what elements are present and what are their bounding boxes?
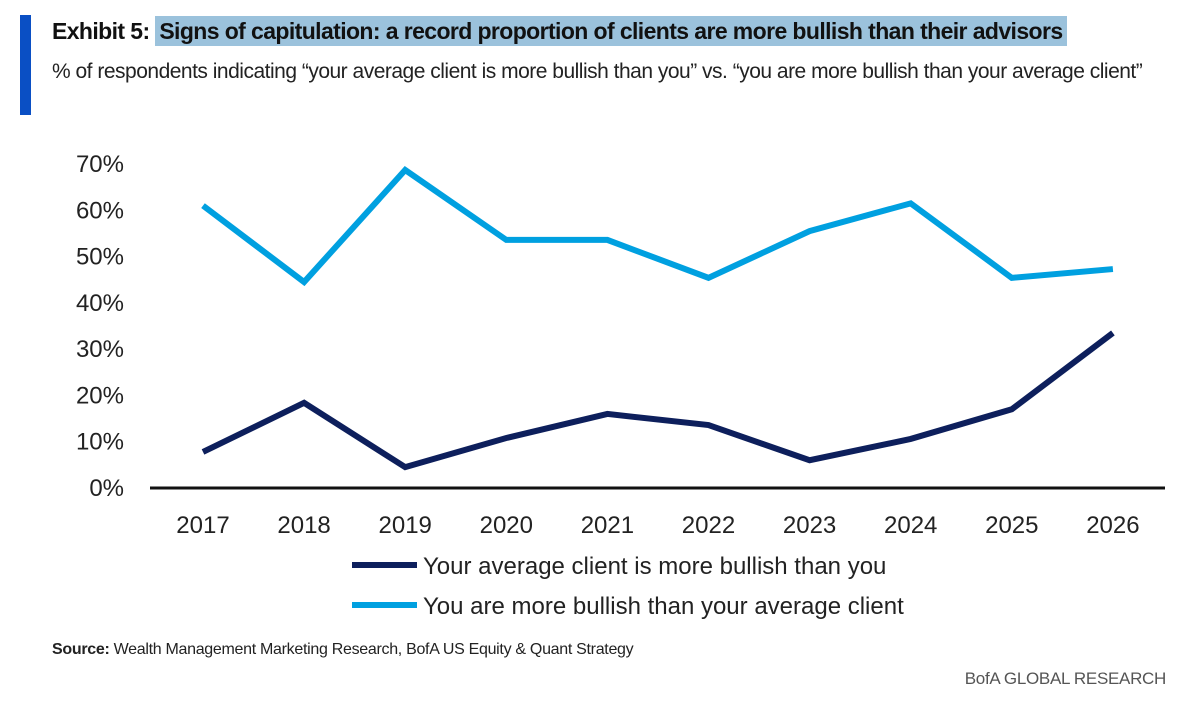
x-tick-label: 2025: [985, 512, 1038, 539]
chart-title: Exhibit 5: Signs of capitulation: a reco…: [52, 16, 1067, 46]
x-tick-label: 2022: [682, 512, 735, 539]
y-tick-label: 40%: [76, 290, 124, 317]
y-tick-label: 20%: [76, 382, 124, 409]
x-tick-label: 2024: [884, 512, 937, 539]
x-tick-label: 2019: [379, 512, 432, 539]
x-tick-label: 2018: [277, 512, 330, 539]
x-tick-label: 2026: [1086, 512, 1139, 539]
legend-label-1: Your average client is more bullish than…: [423, 553, 886, 580]
accent-bar: [20, 15, 31, 115]
series-line-1: [201, 330, 1115, 471]
source-note: Source: Wealth Management Marketing Rese…: [52, 641, 634, 659]
x-tick-label: 2023: [783, 512, 836, 539]
series-line-2: [201, 166, 1114, 287]
y-tick-label: 10%: [76, 429, 124, 456]
source-label: Source:: [52, 641, 110, 658]
y-tick-label: 60%: [76, 197, 124, 224]
chart-subtitle: % of respondents indicating “your averag…: [52, 60, 1143, 83]
y-tick-label: 0%: [89, 475, 124, 502]
y-tick-label: 30%: [76, 336, 124, 363]
x-tick-label: 2021: [581, 512, 634, 539]
exhibit-label: Exhibit 5:: [52, 18, 150, 44]
y-tick-label: 70%: [76, 151, 124, 178]
x-tick-label: 2017: [176, 512, 229, 539]
source-text: Wealth Management Marketing Research, Bo…: [109, 641, 634, 658]
x-tick-label: 2020: [480, 512, 533, 539]
y-tick-label: 50%: [76, 244, 124, 271]
title-text: Signs of capitulation: a record proporti…: [155, 16, 1067, 46]
brand-label: BofA GLOBAL RESEARCH: [964, 669, 1167, 688]
legend-label-2: You are more bullish than your average c…: [423, 593, 904, 620]
